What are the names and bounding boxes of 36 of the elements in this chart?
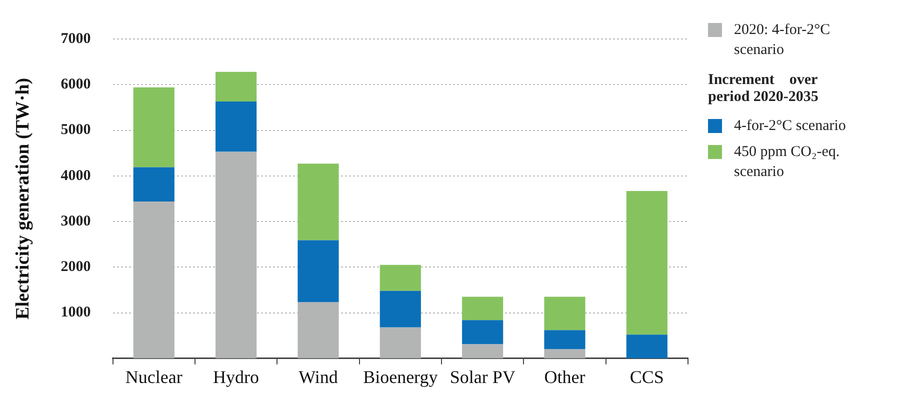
bar bbox=[462, 296, 504, 320]
y-tick-label: 5000 bbox=[60, 122, 91, 138]
bar bbox=[380, 264, 421, 291]
bar bbox=[216, 102, 257, 152]
x-tick-label: Other bbox=[544, 366, 586, 387]
bar bbox=[298, 240, 339, 302]
bar bbox=[216, 72, 257, 102]
x-tick-label: Wind bbox=[298, 366, 338, 387]
bar bbox=[133, 167, 174, 202]
x-tick-label: Solar PV bbox=[450, 366, 516, 387]
legend-label: 2020: 4-for-2°C scenario bbox=[734, 21, 832, 60]
bar bbox=[544, 296, 586, 330]
legend-label: 450 ppm CO₂-eq. scenario bbox=[734, 143, 841, 182]
legend-label: 4-for-2°C scenario bbox=[734, 117, 847, 136]
y-tick-label: 6000 bbox=[60, 76, 91, 93]
bar bbox=[626, 190, 668, 335]
y-tick-label: 4000 bbox=[60, 168, 91, 184]
y-tick-label: 3000 bbox=[60, 213, 91, 230]
x-tick-label: Bioenergy bbox=[363, 366, 438, 387]
bar bbox=[133, 87, 174, 168]
bar bbox=[298, 164, 339, 240]
x-tick-label: CCS bbox=[630, 366, 664, 387]
bar bbox=[544, 330, 586, 350]
y-tick-label: 1000 bbox=[60, 304, 91, 321]
bar bbox=[380, 290, 421, 328]
y-axis-title: Electricity generation (TW·h) bbox=[12, 78, 34, 320]
bar bbox=[462, 344, 504, 358]
x-tick-label: Nuclear bbox=[125, 366, 182, 387]
bar bbox=[462, 320, 504, 344]
legend-title: Increment over period 2020-2035 bbox=[708, 72, 820, 106]
bar bbox=[626, 334, 668, 358]
bar bbox=[544, 349, 586, 358]
y-tick-label: 7000 bbox=[60, 30, 91, 47]
y-tick-label: 2000 bbox=[60, 259, 91, 276]
bar bbox=[380, 327, 421, 358]
x-tick-label: Hydro bbox=[213, 366, 260, 387]
